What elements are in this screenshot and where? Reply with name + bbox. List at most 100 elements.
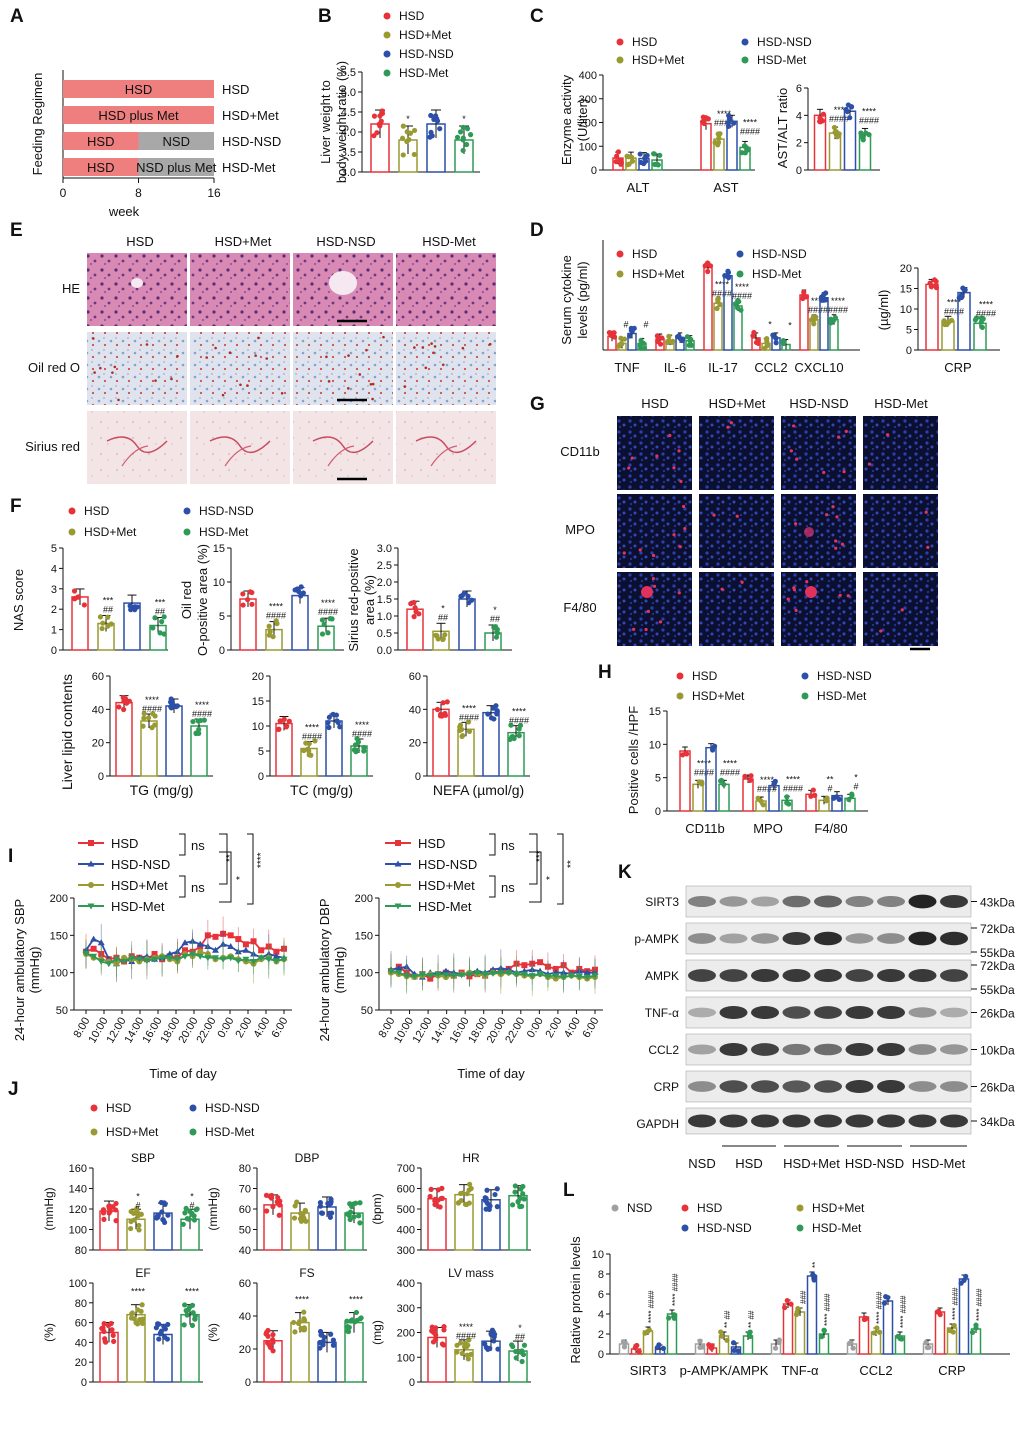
panel-i-sbp-series-marker	[250, 958, 258, 965]
positive-cell	[651, 576, 655, 581]
panel-d-sig: #	[643, 319, 648, 329]
panel-i-sbp-tick-label: 50	[56, 1005, 68, 1017]
panel-d-bar-dot	[811, 321, 817, 327]
panel-j-bar-dot	[512, 1189, 518, 1195]
panel-l-bar	[882, 1300, 894, 1355]
panel-j-bar-dot	[161, 1334, 168, 1340]
blot-band	[688, 969, 716, 982]
positive-cell	[632, 627, 636, 631]
panel-d-legend-label: HSD+Met	[632, 267, 685, 281]
panel-j-bar-dot	[512, 1183, 518, 1189]
panel-j-bar-dot	[317, 1345, 323, 1351]
panel-h-bar	[705, 746, 717, 812]
panel-f-top-sig: ##	[103, 604, 113, 614]
panel-i-sbp-bracket-label: ns	[191, 838, 205, 853]
blot-band	[751, 1005, 779, 1020]
positive-cell	[658, 620, 663, 624]
histology-image	[396, 332, 496, 405]
panel-d-crp-tick-label: 15	[900, 284, 912, 296]
panel-d-bar-dot	[674, 334, 681, 340]
panel-j-bar-dot	[455, 1200, 461, 1206]
panel-l-bar-dot	[724, 1337, 730, 1343]
panel-l-bar-dot	[776, 1339, 782, 1345]
blot-band	[688, 1114, 716, 1128]
panel-f-bottom-bar-dot	[440, 700, 446, 706]
positive-cell	[682, 504, 686, 509]
panel-b-bar-dot	[460, 135, 466, 141]
panel-i-dbp-legend-marker	[394, 860, 402, 867]
panel-f-bottom-tick-label: 0	[258, 771, 264, 783]
panel-j-tick-label: 600	[397, 1184, 415, 1196]
panel-f-bottom-bar-dot	[301, 747, 307, 754]
panel-j-unit: (mg)	[370, 1320, 384, 1345]
panel-j-sig: *	[190, 1191, 194, 1201]
panel-i-dbp-series-marker	[411, 973, 419, 980]
panel-c-group-label: ALT	[627, 180, 650, 195]
panel-j-tick-label: 120	[69, 1204, 87, 1216]
panel-i-dbp-series-marker	[591, 973, 599, 980]
panel-j-bar-dot	[156, 1321, 162, 1327]
histology-image	[190, 411, 290, 484]
panel-f-top-bar-dot	[72, 596, 78, 602]
panel-f-top-tick-label: 1	[51, 625, 57, 637]
blot-band	[751, 1114, 779, 1128]
blot-band	[845, 1114, 874, 1128]
panel-f-bottom-bar-dot	[361, 745, 367, 751]
regimen-band	[138, 132, 214, 150]
panel-j-legend-label: HSD	[106, 1101, 132, 1115]
panel-f-bottom-tick-label: 5	[258, 746, 264, 758]
panel-i-dbp-series-marker	[450, 973, 458, 980]
positive-cell	[794, 608, 798, 613]
panel-j-tick-label: 300	[397, 1245, 415, 1257]
panel-h-bar	[679, 750, 691, 812]
panel-f-bottom-bar-dot	[511, 735, 517, 742]
panel-j-tick-label: 160	[69, 1163, 87, 1175]
histology-image	[396, 253, 496, 326]
panel-f-top-ylabel: Sirius red-positive	[346, 548, 361, 651]
panel-f-bottom-bar	[140, 720, 158, 777]
panel-f-bottom-bar-dot	[141, 715, 147, 721]
positive-cell	[729, 421, 733, 425]
panel-l-bar	[858, 1316, 870, 1355]
panel-f-bottom-bar	[432, 708, 450, 777]
panel-f-bottom-bar-dot	[277, 718, 283, 724]
panel-c-tick-label: 400	[579, 70, 597, 82]
positive-cell	[926, 545, 930, 549]
panel-f-bottom-bar-dot	[488, 715, 495, 721]
panel-i-sbp-legend-marker	[88, 882, 94, 888]
immunofluorescence-image	[617, 494, 692, 568]
panel-i-dbp-series-marker	[442, 972, 450, 979]
panel-f-top-sig: ####	[318, 607, 338, 617]
blot-band	[782, 968, 811, 983]
panel-j-tick-label: 60	[239, 1278, 251, 1290]
regimen-group-label: HSD-NSD	[222, 134, 281, 149]
panel-f-bottom-bar-dot	[465, 719, 472, 725]
panel-b-sig: *	[462, 114, 466, 124]
panel-j-tick-label: 80	[239, 1163, 251, 1175]
panel-h-bar-dot	[784, 800, 790, 806]
panel-j-bar-dot	[427, 1193, 433, 1200]
panel-d-legend-label: HSD-Met	[752, 267, 802, 281]
kda-marker: 72kDa	[980, 922, 1015, 936]
panel-i-sbp-bracket-label: ****	[256, 852, 267, 868]
lipid-droplet	[145, 343, 149, 346]
panel-j-bar-dot	[159, 1209, 165, 1215]
panel-d-group-label: CCL2	[754, 360, 787, 375]
panel-i-sbp-xtick-label: 4:00	[251, 1016, 272, 1041]
panel-l-bar-dot	[735, 1348, 741, 1354]
panel-j-tick-label: 100	[69, 1278, 87, 1290]
histology-image	[396, 411, 496, 484]
panel-d-bar-dot	[828, 320, 834, 326]
regimen-group-label: HSD	[222, 82, 249, 97]
collagen-fiber	[209, 436, 271, 454]
panel-c-bar-dot	[644, 152, 650, 159]
panel-c-ratio-bar-dot	[860, 137, 866, 143]
panel-j-bar-dot	[105, 1322, 112, 1329]
panel-j-bar-dot	[129, 1311, 135, 1317]
blot-band	[877, 1114, 905, 1128]
panel-d-bar-dot	[666, 333, 672, 339]
panel-h-tick-label: 10	[649, 739, 661, 751]
blot-band	[940, 1114, 968, 1128]
panel-f-top-bar-dot	[494, 626, 500, 632]
panel-l-bar-dot	[730, 1340, 737, 1346]
